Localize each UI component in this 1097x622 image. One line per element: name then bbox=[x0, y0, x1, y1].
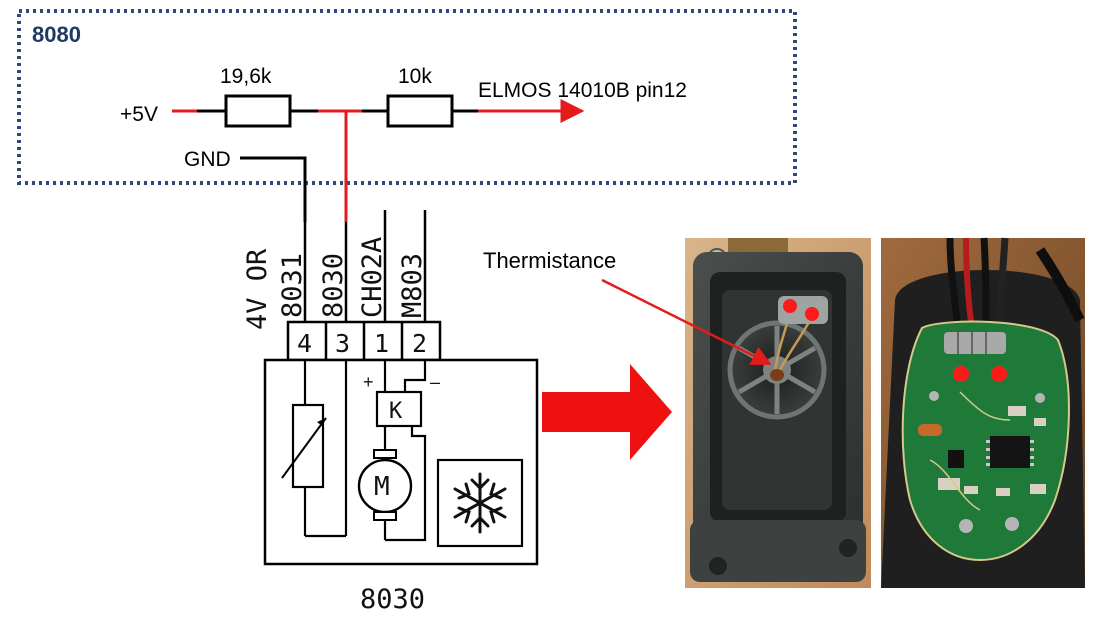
photo-housing bbox=[685, 238, 871, 588]
resistor2-label: 10k bbox=[398, 65, 432, 88]
pin-4: 4 bbox=[297, 329, 312, 358]
resistor1-label: 19,6k bbox=[220, 65, 272, 88]
module-label: 8080 bbox=[32, 22, 81, 47]
thermistor-bead bbox=[770, 369, 784, 381]
thermistance-pointer bbox=[601, 278, 772, 366]
pin-3: 3 bbox=[335, 329, 350, 358]
minus-sign: – bbox=[430, 372, 440, 392]
snowflake-icon bbox=[453, 472, 507, 534]
motor-label: M bbox=[374, 472, 390, 502]
thermistance-label: Thermistance bbox=[483, 248, 616, 273]
relay-label: K bbox=[389, 399, 403, 424]
ground-label: GND bbox=[184, 148, 231, 171]
ground-wire bbox=[240, 156, 307, 222]
resistor-network: +5V 19,6k 10k ELMOS 14010B pin12 GND bbox=[120, 65, 687, 222]
photo-pcb bbox=[881, 237, 1085, 588]
solder-marker bbox=[783, 299, 797, 313]
wire-label-4v-or: 4V OR bbox=[242, 248, 273, 330]
resistor2-body bbox=[386, 94, 454, 128]
connector-8030-schematic: 4V OR 8031 8030 CH02A M803 4 3 1 2 + – K bbox=[242, 210, 539, 615]
resistor1-body bbox=[224, 94, 292, 128]
pin-2: 2 bbox=[412, 329, 427, 358]
wire-label-m803: M803 bbox=[397, 253, 428, 318]
relay-box bbox=[375, 390, 423, 428]
plus-sign: + bbox=[363, 372, 374, 392]
thermistor-symbol bbox=[291, 403, 325, 489]
wire-label-ch02a: CH02A bbox=[357, 237, 388, 318]
pointer-arrow bbox=[542, 364, 672, 460]
wire-label-8031: 8031 bbox=[277, 253, 308, 318]
pin-1: 1 bbox=[374, 329, 389, 358]
output-label: ELMOS 14010B pin12 bbox=[478, 79, 687, 102]
solder-marker bbox=[991, 366, 1007, 382]
supply-label: +5V bbox=[120, 103, 158, 126]
solder-marker bbox=[953, 366, 969, 382]
module-8080-box: 8080 bbox=[17, 9, 797, 185]
part-number-label: 8030 bbox=[360, 584, 425, 615]
solder-marker bbox=[805, 307, 819, 321]
wire-label-8030: 8030 bbox=[318, 253, 349, 318]
